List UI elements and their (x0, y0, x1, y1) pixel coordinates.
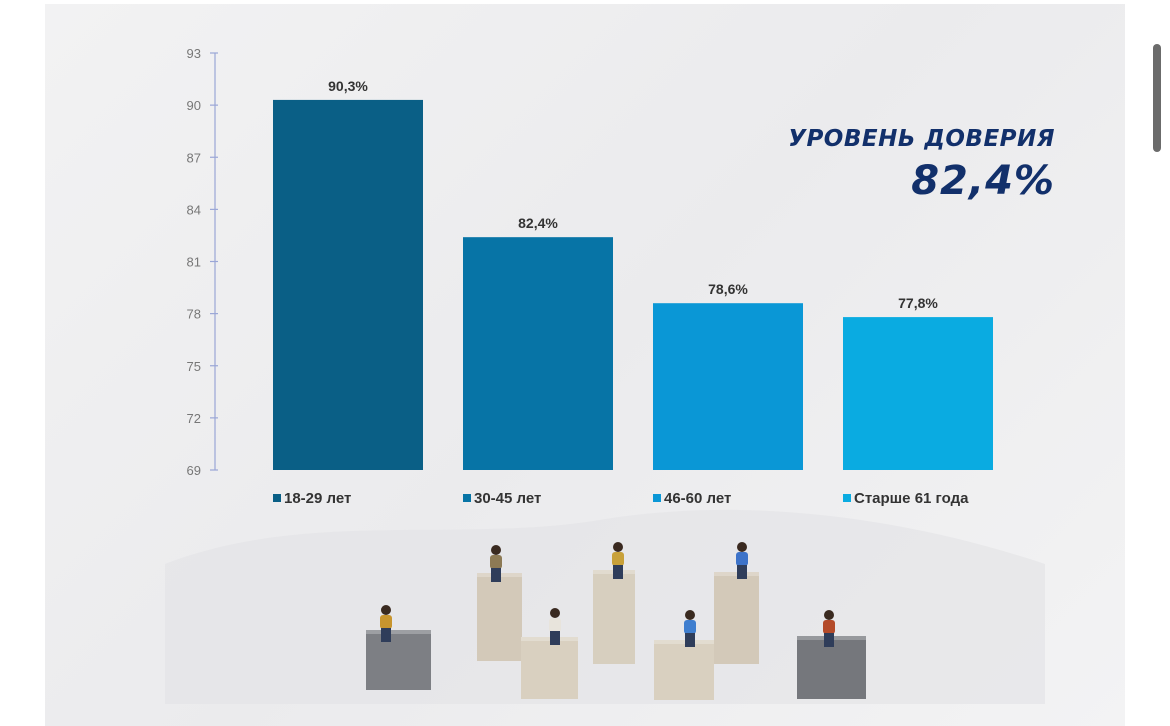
figurine-body (684, 620, 696, 634)
legend-swatch (843, 494, 851, 502)
legend-label: 18-29 лет (284, 490, 351, 507)
figurine-head (550, 608, 560, 618)
figurine-legs (824, 633, 834, 647)
block-highlight (654, 640, 714, 644)
figurine-body (549, 618, 561, 632)
legend-swatch (653, 494, 661, 502)
y-tick-label: 69 (187, 463, 201, 478)
infographic-panel: 69 72 75 78 81 84 87 90 93 90,3% 82,4% 78,6% 77,8% … (45, 4, 1125, 726)
y-tick-label: 87 (187, 150, 201, 165)
figurine-head (381, 605, 391, 615)
legend-swatch (463, 494, 471, 502)
figurine-legs (685, 633, 695, 647)
block-highlight (521, 637, 578, 641)
figurine-head (613, 542, 623, 552)
figurine-head (685, 610, 695, 620)
figurine-body (736, 552, 748, 566)
figurine-legs (613, 565, 623, 579)
legend-swatch (273, 494, 281, 502)
legend-label: Старше 61 года (854, 490, 969, 507)
block (714, 572, 759, 664)
figurine-head (491, 545, 501, 555)
trust-level-label: УРОВЕНЬ ДОВЕРИЯ (788, 126, 1055, 152)
bar-data-label: 90,3% (328, 78, 368, 94)
bar-data-label: 78,6% (708, 281, 748, 297)
figurine-body (490, 555, 502, 569)
bar-data-label: 77,8% (898, 295, 938, 311)
bar (653, 303, 803, 470)
bar (843, 317, 993, 470)
y-tick-label: 84 (187, 202, 201, 217)
figurine-head (824, 610, 834, 620)
legend-label: 30-45 лет (474, 490, 541, 507)
y-tick-label: 75 (187, 359, 201, 374)
y-tick-label: 81 (187, 255, 201, 270)
figurine-legs (491, 568, 501, 582)
bar (273, 99, 423, 470)
block-highlight (366, 630, 431, 634)
figurine-head (737, 542, 747, 552)
block (593, 570, 635, 664)
y-tick-label: 93 (187, 46, 201, 61)
figurine-body (380, 615, 392, 629)
block (521, 637, 578, 699)
figurine-legs (737, 565, 747, 579)
bar (463, 237, 613, 470)
block (366, 630, 431, 690)
legend-label: 46-60 лет (664, 490, 731, 507)
y-tick-label: 90 (187, 98, 201, 113)
bar-data-label: 82,4% (518, 215, 558, 231)
block (654, 640, 714, 700)
bars: 90,3% 82,4% 78,6% 77,8% (273, 78, 993, 470)
block-highlight (714, 572, 759, 576)
y-axis: 69 72 75 78 81 84 87 90 93 (187, 46, 218, 478)
figurine-legs (550, 631, 560, 645)
trust-level-value: 82,4% (911, 158, 1055, 204)
figurine-body (612, 552, 624, 566)
y-tick-label: 78 (187, 307, 201, 322)
figurine-body (823, 620, 835, 634)
figurines-illustration (165, 509, 1045, 704)
y-tick-label: 72 (187, 411, 201, 426)
figurine-legs (381, 628, 391, 642)
legend: 18-29 лет 30-45 лет 46-60 лет Старше 61 год… (273, 490, 969, 507)
scrollbar-thumb[interactable] (1153, 44, 1161, 152)
block (477, 573, 522, 661)
